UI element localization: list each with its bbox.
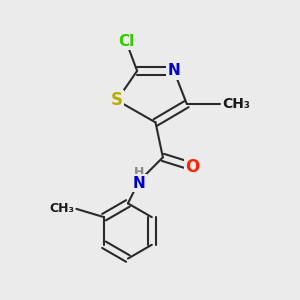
Text: CH₃: CH₃ — [222, 97, 250, 111]
Text: Cl: Cl — [118, 34, 134, 49]
Text: N: N — [167, 63, 180, 78]
Text: H: H — [134, 166, 144, 178]
Text: CH₃: CH₃ — [50, 202, 74, 215]
Text: S: S — [111, 91, 123, 109]
Text: O: O — [185, 158, 200, 175]
Text: N: N — [133, 176, 145, 190]
